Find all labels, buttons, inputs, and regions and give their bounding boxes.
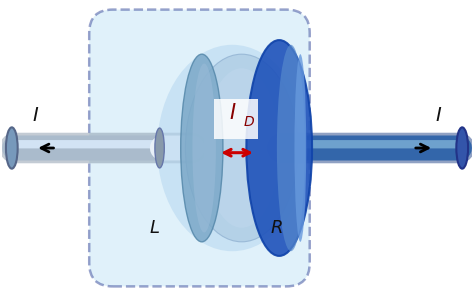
Ellipse shape: [155, 128, 164, 168]
Text: $L$: $L$: [149, 219, 160, 237]
Ellipse shape: [456, 127, 468, 169]
Text: $I$: $I$: [228, 103, 236, 123]
FancyBboxPatch shape: [89, 9, 310, 287]
Ellipse shape: [204, 68, 279, 228]
Ellipse shape: [6, 127, 18, 169]
Ellipse shape: [192, 64, 216, 232]
Ellipse shape: [277, 45, 305, 251]
Text: $R$: $R$: [271, 219, 283, 237]
Ellipse shape: [294, 54, 306, 242]
Text: $D$: $D$: [243, 115, 255, 129]
FancyBboxPatch shape: [214, 99, 258, 139]
Ellipse shape: [185, 54, 298, 242]
Ellipse shape: [157, 45, 307, 251]
Text: $I$: $I$: [435, 106, 442, 125]
Ellipse shape: [246, 40, 312, 256]
Ellipse shape: [181, 54, 223, 242]
Text: $I$: $I$: [32, 106, 39, 125]
